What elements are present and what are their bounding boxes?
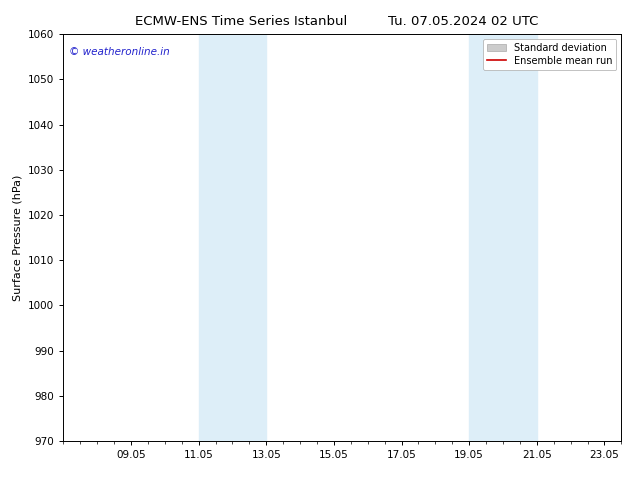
- Text: ECMW-ENS Time Series Istanbul: ECMW-ENS Time Series Istanbul: [135, 15, 347, 28]
- Legend: Standard deviation, Ensemble mean run: Standard deviation, Ensemble mean run: [483, 39, 616, 70]
- Bar: [469, 34, 537, 441]
- Text: Tu. 07.05.2024 02 UTC: Tu. 07.05.2024 02 UTC: [387, 15, 538, 28]
- Y-axis label: Surface Pressure (hPa): Surface Pressure (hPa): [13, 174, 23, 301]
- Text: © weatheronline.in: © weatheronline.in: [69, 47, 170, 56]
- Bar: [198, 34, 266, 441]
